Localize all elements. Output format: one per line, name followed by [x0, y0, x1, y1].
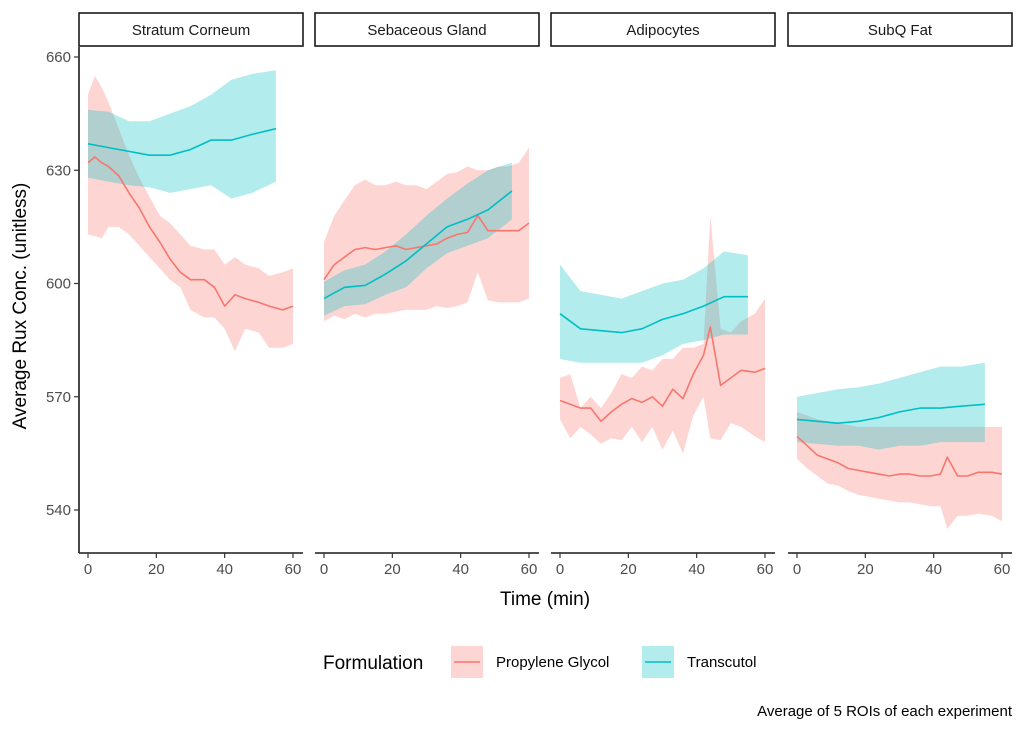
line-propylene-glycol [559, 326, 766, 423]
legend-label-propylene-glycol: Propylene Glycol [496, 654, 609, 671]
x-tick-label: 20 [384, 561, 401, 578]
y-tick-label: 660 [46, 49, 71, 66]
y-tick-label: 570 [46, 389, 71, 406]
ribbon-propylene-glycol [560, 215, 765, 454]
ribbon-propylene-glycol [88, 75, 293, 352]
legend-item-propylene-glycol[interactable]: Propylene Glycol [451, 646, 609, 678]
ribbon-transcutol [88, 70, 276, 199]
x-tick-label: 60 [994, 561, 1011, 578]
strip-label: SubQ Fat [868, 22, 933, 39]
x-tick-label: 40 [216, 561, 233, 578]
line-transcutol [559, 295, 748, 334]
ribbon-propylene-glycol [797, 411, 1002, 529]
x-tick-label: 0 [320, 561, 328, 578]
strip-sebaceous-gland [314, 12, 540, 47]
x-axis-title: Time (min) [500, 589, 590, 610]
panel-stratum-corneum: Stratum Corneum 0 20 40 60 [78, 12, 304, 578]
legend-item-transcutol[interactable]: Transcutol [642, 646, 756, 678]
strip-label: Sebaceous Gland [367, 22, 486, 39]
strip-subq-fat [787, 12, 1013, 47]
x-tick-label: 60 [521, 561, 538, 578]
x-tick-label: 20 [857, 561, 874, 578]
ribbon-propylene-glycol [324, 147, 529, 322]
x-tick-label: 20 [148, 561, 165, 578]
x-tick-label: 0 [556, 561, 564, 578]
strip-label: Adipocytes [626, 22, 699, 39]
line-transcutol [796, 403, 985, 425]
line-propylene-glycol [323, 214, 530, 281]
line-transcutol [87, 127, 277, 156]
x-tick-label: 60 [757, 561, 774, 578]
x-tick-label: 0 [793, 561, 801, 578]
x-tick-label: 20 [620, 561, 637, 578]
line-propylene-glycol [87, 156, 294, 311]
strip-label: Stratum Corneum [132, 22, 250, 39]
panels: Stratum Corneum 0 20 40 60 Sebaceous Gland 0 20… [46, 12, 1013, 578]
panel-sebaceous-gland: Sebaceous Gland 0 20 40 60 [314, 12, 540, 578]
legend: Formulation Propylene Glycol Transcutol [323, 646, 756, 678]
legend-title: Formulation [323, 653, 423, 674]
x-tick-label: 60 [285, 561, 302, 578]
line-transcutol [323, 190, 513, 300]
y-tick-label: 540 [46, 502, 71, 519]
strip-stratum-corneum [78, 12, 304, 47]
line-propylene-glycol [796, 435, 1003, 477]
x-tick-label: 40 [688, 561, 705, 578]
x-tick-label: 40 [452, 561, 469, 578]
panel-subq-fat: SubQ Fat 0 20 40 60 [787, 12, 1013, 578]
x-tick-label: 40 [925, 561, 942, 578]
y-tick-label: 630 [46, 162, 71, 179]
x-tick-label: 0 [84, 561, 92, 578]
ribbon-transcutol [560, 251, 748, 363]
strip-adipocytes [550, 12, 776, 47]
ribbon-transcutol [324, 162, 512, 316]
y-tick-label: 600 [46, 276, 71, 293]
chart-caption: Average of 5 ROIs of each experiment [757, 703, 1013, 720]
legend-label-transcutol: Transcutol [687, 654, 756, 671]
y-axis-title: Average Rux Conc. (unitless) [10, 183, 31, 430]
panel-adipocytes: Adipocytes 0 20 40 60 [550, 12, 776, 578]
ribbon-transcutol [797, 362, 985, 450]
